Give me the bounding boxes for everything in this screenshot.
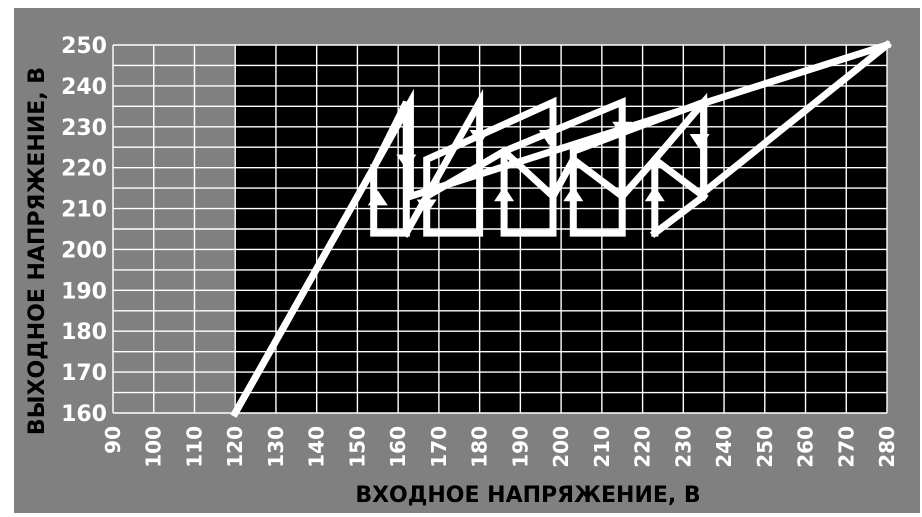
arrow-down [612,121,633,137]
x-tick-label: 220 [631,426,655,468]
series-line-5 [649,92,708,239]
x-tick-label: 240 [712,426,736,468]
x-tick-label: 210 [590,426,614,468]
arrow-up [494,186,515,202]
x-axis-title: ВХОДНОЕ НАПРЯЖЕНИЕ, В [355,483,700,508]
series-line-2 [230,40,892,418]
x-tick-label: 90 [101,426,125,454]
y-tick-label: 170 [61,361,107,386]
y-tick-label: 200 [61,238,107,263]
x-tick-label: 260 [794,426,818,468]
y-tick-label: 190 [61,279,107,304]
x-tick-label: 160 [386,426,410,468]
arrow-down [469,129,490,145]
x-tick-label: 130 [264,426,288,468]
x-tick-label: 100 [142,426,166,468]
arrow-up [367,190,388,206]
arrow-down [416,199,437,215]
grid-lines [112,44,888,414]
series-layer [230,40,892,418]
arrows-layer [367,121,710,215]
x-tick-label: 250 [753,426,777,468]
y-tick-label: 220 [61,157,107,182]
y-tick-label: 240 [61,75,107,100]
x-tick-label: 140 [305,426,329,468]
y-tick-label: 210 [61,198,107,223]
arrow-down [538,129,559,145]
x-tick-label: 120 [223,426,247,468]
y-tick-label: 230 [61,116,107,141]
x-tick-label: 280 [875,426,899,468]
x-tick-label: 180 [468,426,492,468]
arrow-up [563,186,584,202]
y-tick-label: 160 [61,402,107,427]
y-tick-label: 250 [61,34,107,59]
x-tick-label: 170 [427,426,451,468]
arrow-down [396,154,417,170]
x-tick-labels: 90 100 110 120 130 140 150 160 170 180 190 200 210 22… [101,426,899,468]
y-axis-title: ВЫХОДНОЕ НАПРЯЖЕНИЕ, В [25,67,50,435]
x-tick-label: 150 [345,426,369,468]
x-tick-label: 200 [549,426,573,468]
x-tick-label: 230 [671,426,695,468]
y-tick-labels: 160 170 180 190 200 210 220 230 240 250 [61,34,107,427]
y-tick-label: 180 [61,320,107,345]
x-tick-label: 190 [508,426,532,468]
arrow-down [689,134,710,150]
arrow-up [644,186,665,202]
x-tick-label: 270 [834,426,858,468]
x-tick-label: 110 [182,426,206,468]
series-line-3 [401,40,892,238]
